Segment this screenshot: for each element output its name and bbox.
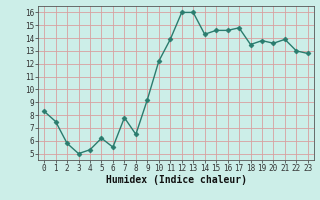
X-axis label: Humidex (Indice chaleur): Humidex (Indice chaleur)	[106, 175, 246, 185]
